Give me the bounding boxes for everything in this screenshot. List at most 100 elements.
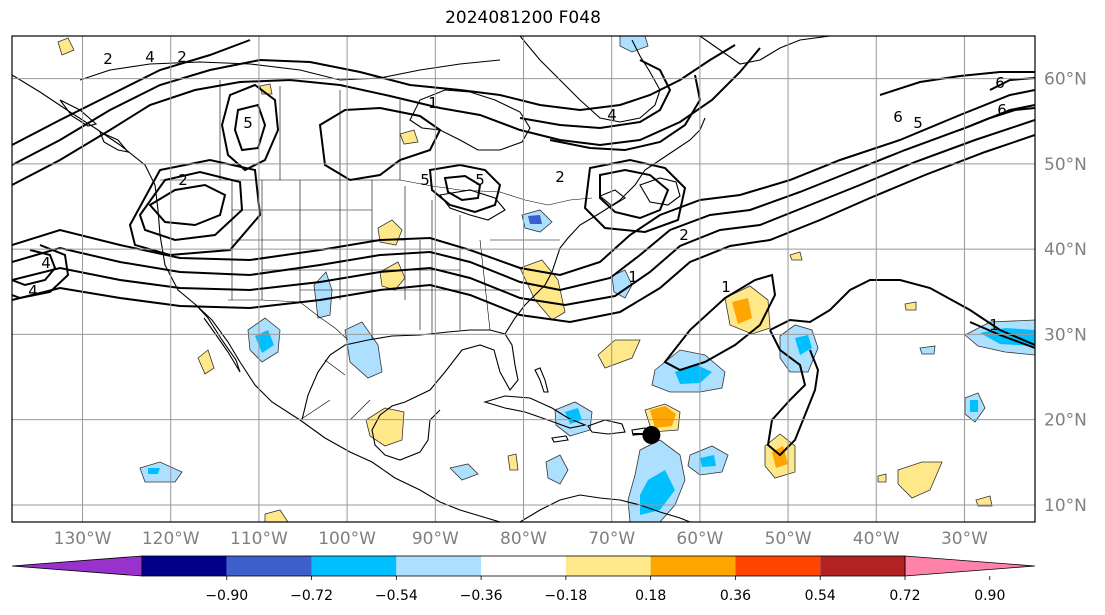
- contour-line: [220, 83, 280, 172]
- contour-label: 2: [177, 48, 187, 66]
- contour-label: 2: [679, 226, 689, 244]
- contour-label: 5: [243, 114, 253, 132]
- anomaly-patch: [344, 321, 383, 379]
- anomaly-patch: [897, 461, 943, 499]
- anomaly-patch: [919, 345, 936, 355]
- colorbar-label: 0.90: [974, 588, 1005, 604]
- colorbar-label: 0.54: [805, 588, 836, 604]
- contour-line: [148, 183, 227, 227]
- anomaly-patch: [313, 271, 333, 319]
- lon-tick-label: 100°W: [318, 529, 376, 549]
- contour-line: [959, 107, 1035, 131]
- colorbar-segment: [311, 556, 397, 576]
- gulf-of-mexico-coast: [301, 329, 519, 461]
- mexico-states: [299, 359, 371, 421]
- contour-label: 5: [420, 171, 430, 189]
- map-title: 2024081200 F048: [445, 8, 601, 28]
- anomaly-patch: [139, 461, 183, 483]
- colorbar-outline: [141, 555, 906, 577]
- anomaly-patch: [970, 400, 978, 412]
- contour-label: 4: [145, 48, 155, 66]
- anomaly-patch: [449, 463, 479, 481]
- colorbar-segment: [481, 556, 566, 576]
- colorbar-segment: [565, 556, 651, 576]
- contour-label: 4: [28, 282, 38, 300]
- latitude-labels: 60°N 50°N 40°N 30°N 20°N 10°N: [1044, 70, 1087, 516]
- anomaly-patch: [255, 330, 274, 353]
- contour-line: [233, 103, 267, 152]
- colorbar-label: −0.18: [544, 588, 587, 604]
- greenland: [699, 36, 831, 65]
- vancouver-island: [98, 130, 130, 153]
- anomaly-patch: [640, 470, 675, 515]
- contour-label: 4: [607, 106, 617, 124]
- jamaica: [551, 435, 569, 443]
- newfoundland: [639, 177, 681, 206]
- contour-label: 4: [41, 254, 51, 272]
- contour-line: [12, 89, 1035, 277]
- anomaly-patch: [877, 473, 887, 483]
- lon-tick-label: 80°W: [500, 529, 547, 549]
- contour-line: [766, 329, 820, 457]
- lat-tick-label: 30°N: [1044, 325, 1087, 345]
- contour-line: [969, 321, 1035, 349]
- contour-line: [583, 158, 687, 234]
- anomaly-patch: [148, 468, 160, 474]
- contour-label: 2: [103, 50, 113, 68]
- contour-line: [769, 279, 1035, 346]
- contour-line: [12, 104, 1035, 292]
- lon-tick-label: 30°W: [941, 529, 988, 549]
- colorbar-extend-high: [904, 555, 1036, 577]
- canada-provinces: [219, 80, 401, 180]
- contour-label: 1: [628, 268, 638, 286]
- contour-line: [663, 273, 777, 372]
- map-frame: [11, 35, 1036, 523]
- cuba: [483, 395, 587, 429]
- contour-line: [519, 59, 672, 130]
- anomaly-patch: [650, 406, 676, 428]
- contour-label: 6: [893, 108, 903, 126]
- colorbar-segment: [396, 556, 482, 576]
- anomaly-patch: [264, 509, 289, 522]
- anomaly-patch: [795, 335, 812, 355]
- hudson-bay: [409, 89, 531, 151]
- anomaly-patch: [399, 129, 419, 145]
- nova-scotia: [598, 189, 626, 207]
- contour-label: 1: [428, 94, 438, 112]
- contour-line: [12, 249, 57, 287]
- labrador: [519, 36, 661, 123]
- contour-label: 5: [913, 114, 923, 132]
- contour-line: [428, 163, 502, 214]
- colorbar-label: −0.72: [290, 588, 333, 604]
- contour-line: [128, 158, 262, 257]
- contour-label: 6: [995, 74, 1005, 92]
- us-canada-border: [160, 179, 593, 206]
- east-coast: [504, 117, 706, 335]
- anomaly-patch: [545, 454, 569, 485]
- colorbar-extend-low: [11, 555, 143, 577]
- baja: [195, 304, 241, 373]
- arctic-coast: [79, 59, 501, 81]
- contour-label: 2: [555, 168, 565, 186]
- anomaly-patch: [379, 261, 406, 291]
- colorbar-label: −0.36: [460, 588, 503, 604]
- contour-label: 1: [989, 316, 999, 334]
- lat-tick-label: 60°N: [1044, 70, 1087, 90]
- anomaly-patch: [789, 251, 803, 261]
- longitude-labels: 130°W 120°W 110°W 100°W 90°W 80°W 70°W 60°W 50°W…: [54, 529, 988, 549]
- colorbar-label: 0.18: [635, 588, 666, 604]
- contour-line: [318, 106, 442, 182]
- contour-line: [12, 134, 1035, 324]
- contour-line: [599, 168, 670, 220]
- contour-line: [879, 71, 1035, 96]
- contour-line: [12, 47, 761, 186]
- contour-line: [138, 170, 244, 242]
- anomaly-patch: [904, 301, 917, 311]
- lat-tick-label: 50°N: [1044, 155, 1087, 175]
- lat-lon-grid: [12, 36, 1035, 522]
- anomaly-patch: [975, 495, 993, 507]
- colorbar-label: −0.90: [205, 588, 248, 604]
- colorbar-label: −0.54: [375, 588, 418, 604]
